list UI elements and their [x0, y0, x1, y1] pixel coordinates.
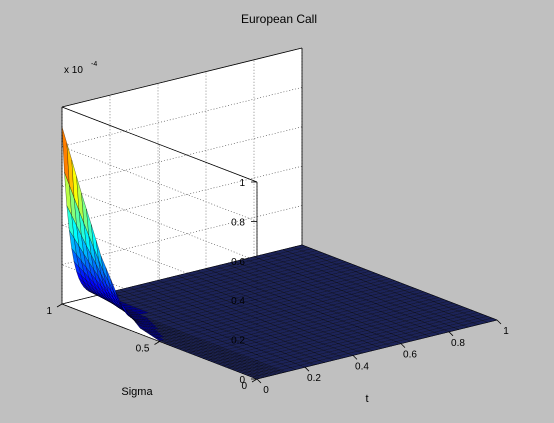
y-tick-label: 0 — [241, 381, 247, 392]
z-tick-label: 0.8 — [231, 217, 245, 228]
y-tick-label: 1 — [46, 306, 52, 317]
x-tick-label: 1 — [503, 326, 509, 337]
z-exponent-label: x 10 — [64, 65, 83, 76]
z-tick-label: 0.2 — [231, 336, 245, 347]
y-tick-label: 0.5 — [136, 344, 150, 355]
x-tick-label: 0 — [263, 385, 269, 396]
z-exponent-power: -4 — [91, 61, 97, 68]
y-axis-label: Sigma — [121, 386, 153, 398]
x-tick-label: 0.2 — [307, 373, 321, 384]
x-tick-label: 0.4 — [355, 361, 369, 372]
x-tick-label: 0.8 — [451, 338, 465, 349]
chart-title: European Call — [241, 12, 317, 26]
z-tick-label: 0.4 — [231, 296, 245, 307]
z-tick-label: 0.6 — [231, 257, 245, 268]
x-tick-label: 0.6 — [403, 350, 417, 361]
z-tick-label: 1 — [239, 178, 245, 189]
x-axis-label: t — [365, 393, 368, 405]
